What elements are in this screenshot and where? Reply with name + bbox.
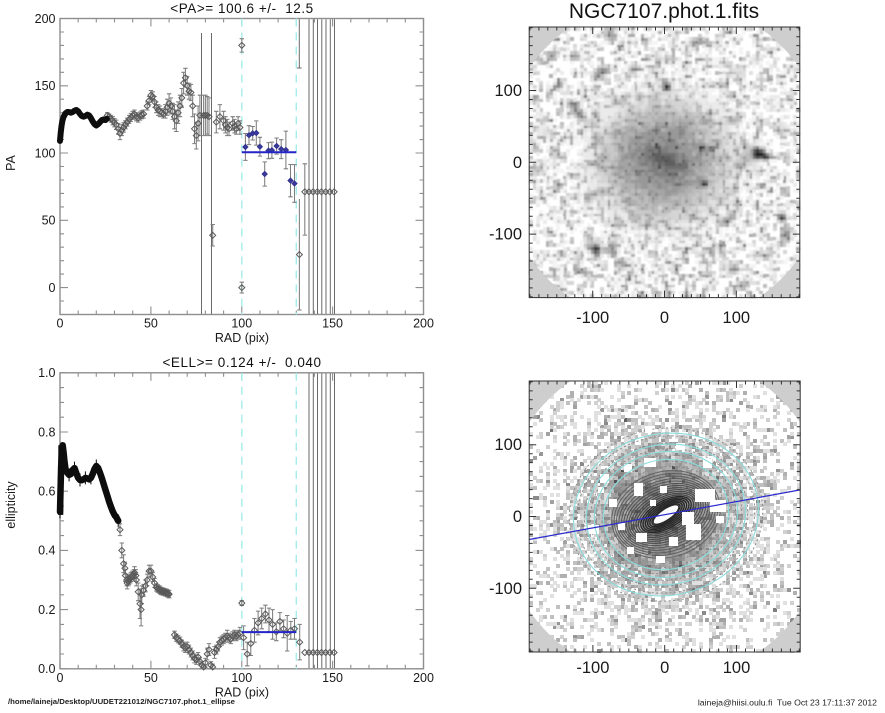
svg-text:50: 50 xyxy=(42,214,56,228)
svg-text:0: 0 xyxy=(660,309,669,327)
svg-text:100: 100 xyxy=(35,146,56,160)
svg-text:-100: -100 xyxy=(576,659,609,677)
svg-text:-100: -100 xyxy=(489,580,522,598)
svg-text:0.6: 0.6 xyxy=(38,485,55,499)
svg-text:0: 0 xyxy=(513,508,522,526)
svg-text:100: 100 xyxy=(231,671,252,685)
svg-text:RAD (pix): RAD (pix) xyxy=(215,331,269,345)
svg-text:0.2: 0.2 xyxy=(38,603,55,617)
svg-text:200: 200 xyxy=(413,671,434,685)
svg-text:NGC7107.phot.1.fits: NGC7107.phot.1.fits xyxy=(569,0,759,23)
svg-text:-100: -100 xyxy=(489,226,522,244)
svg-text:laineja@hiisi.oulu.fi Tue Oct: laineja@hiisi.oulu.fi Tue Oct 23 17:11:3… xyxy=(698,698,877,708)
svg-text:200: 200 xyxy=(413,317,434,331)
svg-text:RAD (pix): RAD (pix) xyxy=(215,686,269,700)
svg-text:100: 100 xyxy=(231,317,252,331)
svg-text:PA: PA xyxy=(4,154,18,170)
svg-text:/home/laineja/Desktop/UUDET221: /home/laineja/Desktop/UUDET221012/NGC710… xyxy=(8,697,235,706)
svg-text:<PA>= 100.6 +/- 12.5: <PA>= 100.6 +/- 12.5 xyxy=(170,1,313,16)
svg-text:100: 100 xyxy=(723,309,751,327)
svg-text:1.0: 1.0 xyxy=(38,366,55,380)
svg-text:0: 0 xyxy=(49,281,56,295)
svg-text:0.8: 0.8 xyxy=(38,425,55,439)
svg-text:200: 200 xyxy=(35,12,56,26)
svg-text:50: 50 xyxy=(144,671,158,685)
svg-text:ellipticity: ellipticity xyxy=(4,481,18,529)
svg-text:0: 0 xyxy=(57,671,64,685)
svg-text:100: 100 xyxy=(723,659,751,677)
svg-text:0: 0 xyxy=(660,659,669,677)
svg-text:100: 100 xyxy=(494,436,522,454)
svg-text:0.4: 0.4 xyxy=(38,544,55,558)
svg-text:50: 50 xyxy=(144,317,158,331)
svg-text:0: 0 xyxy=(513,154,522,172)
svg-text:<ELL>= 0.124 +/- 0.040: <ELL>= 0.124 +/- 0.040 xyxy=(162,355,321,370)
svg-text:100: 100 xyxy=(494,82,522,100)
svg-text:-100: -100 xyxy=(576,309,609,327)
svg-text:150: 150 xyxy=(35,79,56,93)
svg-text:0: 0 xyxy=(57,317,64,331)
svg-text:150: 150 xyxy=(322,671,343,685)
svg-text:150: 150 xyxy=(322,317,343,331)
svg-text:0.0: 0.0 xyxy=(38,662,55,676)
